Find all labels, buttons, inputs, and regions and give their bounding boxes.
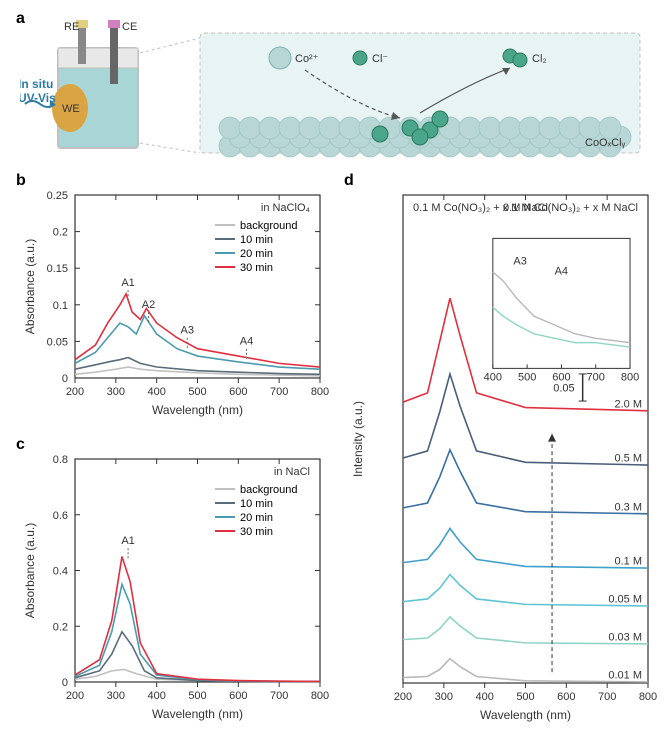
svg-text:0.2: 0.2 <box>53 621 68 633</box>
svg-text:A4: A4 <box>555 265 568 277</box>
svg-text:0: 0 <box>62 373 68 385</box>
panel-b-chart: 200 300 400 500 600 700 800 0 0.05 0.1 0.15 0.2 0.25… <box>20 185 330 420</box>
svg-text:20 min: 20 min <box>240 512 273 524</box>
svg-text:30 min: 30 min <box>240 262 273 274</box>
re-label: RE <box>64 21 79 33</box>
panel-d-chart: 200 300 400 500 600 700 800 Wavelength (nm) Inte… <box>348 185 658 725</box>
svg-text:600: 600 <box>552 371 570 383</box>
svg-text:0.1 M: 0.1 M <box>614 556 642 568</box>
svg-text:0.05: 0.05 <box>553 382 574 394</box>
svg-text:2.0 M: 2.0 M <box>614 398 642 410</box>
svg-text:0.8: 0.8 <box>53 454 68 466</box>
insitu-label-1: In situ <box>20 77 53 91</box>
panel-c-chart: 200 300 400 500 600 700 800 0 0.2 0.4 0.6 0.8 Wavele… <box>20 449 330 724</box>
svg-text:500: 500 <box>188 386 206 398</box>
svg-text:10 min: 10 min <box>240 498 273 510</box>
svg-text:0.4: 0.4 <box>53 566 68 578</box>
svg-text:0.1: 0.1 <box>53 300 68 312</box>
svg-text:400: 400 <box>475 691 493 703</box>
svg-text:A1: A1 <box>121 277 134 289</box>
svg-text:in NaClO₄: in NaClO₄ <box>261 202 311 214</box>
svg-text:0.6: 0.6 <box>53 510 68 522</box>
svg-text:800: 800 <box>311 690 329 702</box>
panel-a: RE CE WE In situ UV-Vis Co²⁺ Cl⁻ Cl₂ <box>20 18 646 158</box>
svg-text:400: 400 <box>147 386 165 398</box>
svg-text:500: 500 <box>188 690 206 702</box>
svg-text:700: 700 <box>587 371 605 383</box>
svg-text:0.2: 0.2 <box>53 227 68 239</box>
svg-text:700: 700 <box>598 691 616 703</box>
svg-text:400: 400 <box>484 371 502 383</box>
svg-text:0.1 M Co(NO₃)₂ + x M NaCl: 0.1 M Co(NO₃)₂ + x M NaCl <box>413 202 548 214</box>
svg-text:Absorbance (a.u.): Absorbance (a.u.) <box>23 523 37 618</box>
svg-text:300: 300 <box>107 690 125 702</box>
svg-text:Wavelength (nm): Wavelength (nm) <box>152 403 243 417</box>
svg-text:700: 700 <box>270 386 288 398</box>
svg-text:700: 700 <box>270 690 288 702</box>
insitu-label-2: UV-Vis <box>20 91 56 105</box>
svg-text:500: 500 <box>518 371 536 383</box>
svg-text:0.3 M: 0.3 M <box>614 501 642 513</box>
cell-schematic: RE CE WE In situ UV-Vis <box>20 20 138 148</box>
svg-text:Absorbance (a.u.): Absorbance (a.u.) <box>23 239 37 334</box>
svg-text:A2: A2 <box>142 299 155 311</box>
svg-text:0.15: 0.15 <box>47 263 68 275</box>
svg-text:200: 200 <box>66 690 84 702</box>
svg-text:400: 400 <box>147 690 165 702</box>
svg-text:0.5 M: 0.5 M <box>614 452 642 464</box>
svg-text:500: 500 <box>516 691 534 703</box>
svg-text:Intensity (a.u.): Intensity (a.u.) <box>351 401 365 477</box>
surface-label: CoOₓClᵧ <box>585 137 626 149</box>
svg-text:300: 300 <box>107 386 125 398</box>
svg-text:800: 800 <box>639 691 657 703</box>
svg-text:600: 600 <box>557 691 575 703</box>
we-label: WE <box>62 103 80 115</box>
svg-text:600: 600 <box>229 386 247 398</box>
svg-text:A3: A3 <box>181 325 194 337</box>
svg-text:0: 0 <box>62 677 68 689</box>
svg-text:300: 300 <box>435 691 453 703</box>
svg-text:0.03 M: 0.03 M <box>608 631 642 643</box>
svg-text:Wavelength (nm): Wavelength (nm) <box>480 708 571 722</box>
svg-text:0.05 M: 0.05 M <box>608 593 642 605</box>
ce-label: CE <box>122 21 137 33</box>
svg-text:in NaCl: in NaCl <box>274 466 310 478</box>
svg-text:0.01 M: 0.01 M <box>608 669 642 681</box>
cl-label: Cl⁻ <box>372 53 388 65</box>
co2-label: Co²⁺ <box>295 53 319 65</box>
svg-text:background: background <box>240 220 298 232</box>
svg-text:0.05: 0.05 <box>47 336 68 348</box>
svg-text:800: 800 <box>311 386 329 398</box>
svg-text:A1: A1 <box>121 535 134 547</box>
svg-text:30 min: 30 min <box>240 526 273 538</box>
svg-text:600: 600 <box>229 690 247 702</box>
svg-text:Wavelength (nm): Wavelength (nm) <box>152 707 243 721</box>
svg-text:200: 200 <box>66 386 84 398</box>
svg-text:800: 800 <box>621 371 639 383</box>
svg-text:A4: A4 <box>240 336 253 348</box>
svg-text:20 min: 20 min <box>240 248 273 260</box>
svg-text:background: background <box>240 484 298 496</box>
svg-text:10 min: 10 min <box>240 234 273 246</box>
svg-text:200: 200 <box>394 691 412 703</box>
cl2-label: Cl₂ <box>532 53 547 65</box>
svg-text:A3: A3 <box>513 255 526 267</box>
svg-text:0.25: 0.25 <box>47 190 68 202</box>
